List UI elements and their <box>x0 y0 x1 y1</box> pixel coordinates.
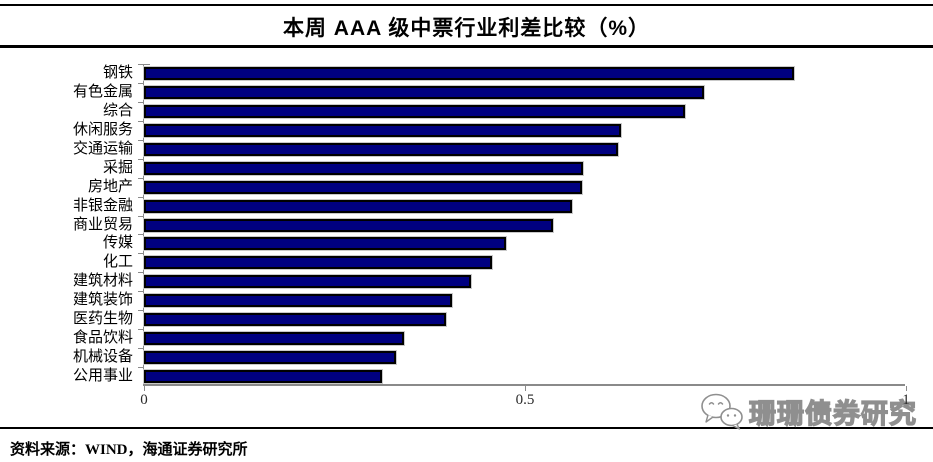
bar <box>143 350 397 366</box>
category-label: 有色金属 <box>72 83 133 100</box>
category-label: 休闲服务 <box>72 121 133 138</box>
y-axis-tick <box>138 177 144 179</box>
top-rule <box>0 4 933 6</box>
bar <box>142 293 454 309</box>
bar <box>143 217 554 233</box>
bar <box>142 103 687 119</box>
bar <box>143 198 573 214</box>
category-label: 商业贸易 <box>72 216 133 233</box>
y-axis-tick <box>138 272 144 274</box>
x-axis-tick <box>906 386 907 391</box>
x-axis-tick-label: 1 <box>902 392 910 408</box>
source-note: 资料来源：WIND，海通证券研究所 <box>10 442 248 458</box>
bar-chart-plot-area: 0 0.5 1 <box>138 64 910 408</box>
wechat-icon <box>701 393 743 430</box>
bar <box>142 236 508 252</box>
y-axis-tick <box>138 367 144 369</box>
x-axis-tick-label: 0.5 <box>515 392 535 408</box>
y-axis-tick <box>138 310 144 312</box>
bar <box>143 179 583 195</box>
bar <box>142 369 384 385</box>
y-axis-tick <box>138 120 144 122</box>
bar <box>142 312 448 328</box>
category-label: 钢铁 <box>102 65 133 81</box>
y-axis-tick <box>138 291 144 293</box>
bottom-rule <box>0 427 933 429</box>
bar <box>143 331 405 347</box>
y-axis-tick <box>138 348 144 350</box>
x-axis-tick <box>144 386 145 391</box>
y-axis-tick <box>138 101 144 103</box>
bar <box>142 274 473 290</box>
y-axis-tick <box>138 139 144 141</box>
bar <box>143 255 493 271</box>
bar <box>142 84 706 100</box>
y-axis-tick <box>138 234 144 236</box>
category-label: 医药生物 <box>72 311 133 328</box>
category-label: 化工 <box>102 254 133 271</box>
category-label: 建筑装饰 <box>72 292 133 309</box>
y-axis-tick <box>138 253 144 255</box>
watermark-text: 珊珊债券研究 <box>748 398 917 429</box>
y-axis-tick <box>138 329 144 331</box>
category-label: 食品饮料 <box>72 330 133 347</box>
watermark: 珊珊债券研究 <box>699 392 917 430</box>
category-label: 传媒 <box>102 235 133 252</box>
chart-title: 本周 AAA 级中票行业利差比较（%） <box>282 17 651 40</box>
y-axis-top-tick <box>144 64 150 65</box>
y-axis-tick <box>138 196 144 198</box>
category-label: 公用事业 <box>72 368 133 385</box>
category-label: 综合 <box>102 102 133 119</box>
bar <box>142 122 623 138</box>
category-label: 机械设备 <box>72 349 133 366</box>
bar <box>143 65 795 81</box>
y-axis-tick <box>138 158 144 160</box>
y-axis-tick <box>138 215 144 217</box>
title-divider-rule <box>0 45 933 48</box>
bar <box>142 160 585 176</box>
category-label: 建筑材料 <box>72 273 133 290</box>
category-axis-labels: 钢铁有色金属综合休闲服务交通运输采掘房地产非银金融商业贸易传媒化工建筑材料建筑装… <box>0 64 137 386</box>
y-axis-tick <box>138 82 144 84</box>
y-axis-tick <box>138 64 144 65</box>
bar <box>142 141 620 157</box>
category-label: 非银金融 <box>72 197 133 214</box>
category-label: 房地产 <box>87 178 133 195</box>
category-label: 采掘 <box>102 159 133 176</box>
x-axis-tick <box>525 386 526 391</box>
category-label: 交通运输 <box>72 140 133 157</box>
x-axis-tick-label: 0 <box>140 392 148 408</box>
